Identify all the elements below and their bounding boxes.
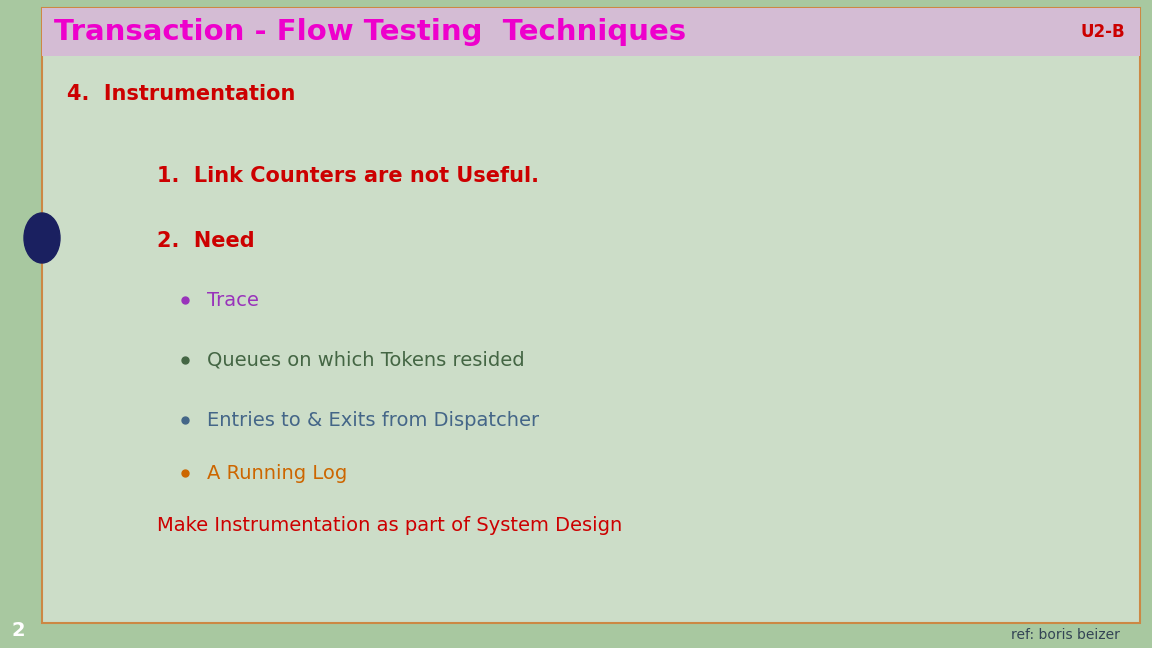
Text: Entries to & Exits from Dispatcher: Entries to & Exits from Dispatcher [207, 411, 539, 430]
Text: Make Instrumentation as part of System Design: Make Instrumentation as part of System D… [157, 516, 622, 535]
Text: U2-B: U2-B [1081, 23, 1126, 41]
FancyBboxPatch shape [41, 8, 1140, 56]
Text: Queues on which Tokens resided: Queues on which Tokens resided [207, 351, 524, 370]
Ellipse shape [24, 213, 60, 263]
Text: ref: boris beizer: ref: boris beizer [1011, 628, 1120, 642]
Text: 4.  Instrumentation: 4. Instrumentation [67, 84, 295, 104]
Text: Transaction - Flow Testing  Techniques: Transaction - Flow Testing Techniques [54, 18, 687, 46]
FancyBboxPatch shape [41, 8, 1140, 623]
Text: 2.  Need: 2. Need [157, 231, 255, 251]
Text: A Running Log: A Running Log [207, 464, 347, 483]
Text: Trace: Trace [207, 291, 259, 310]
Text: 2: 2 [12, 621, 25, 640]
Text: 1.  Link Counters are not Useful.: 1. Link Counters are not Useful. [157, 166, 539, 186]
